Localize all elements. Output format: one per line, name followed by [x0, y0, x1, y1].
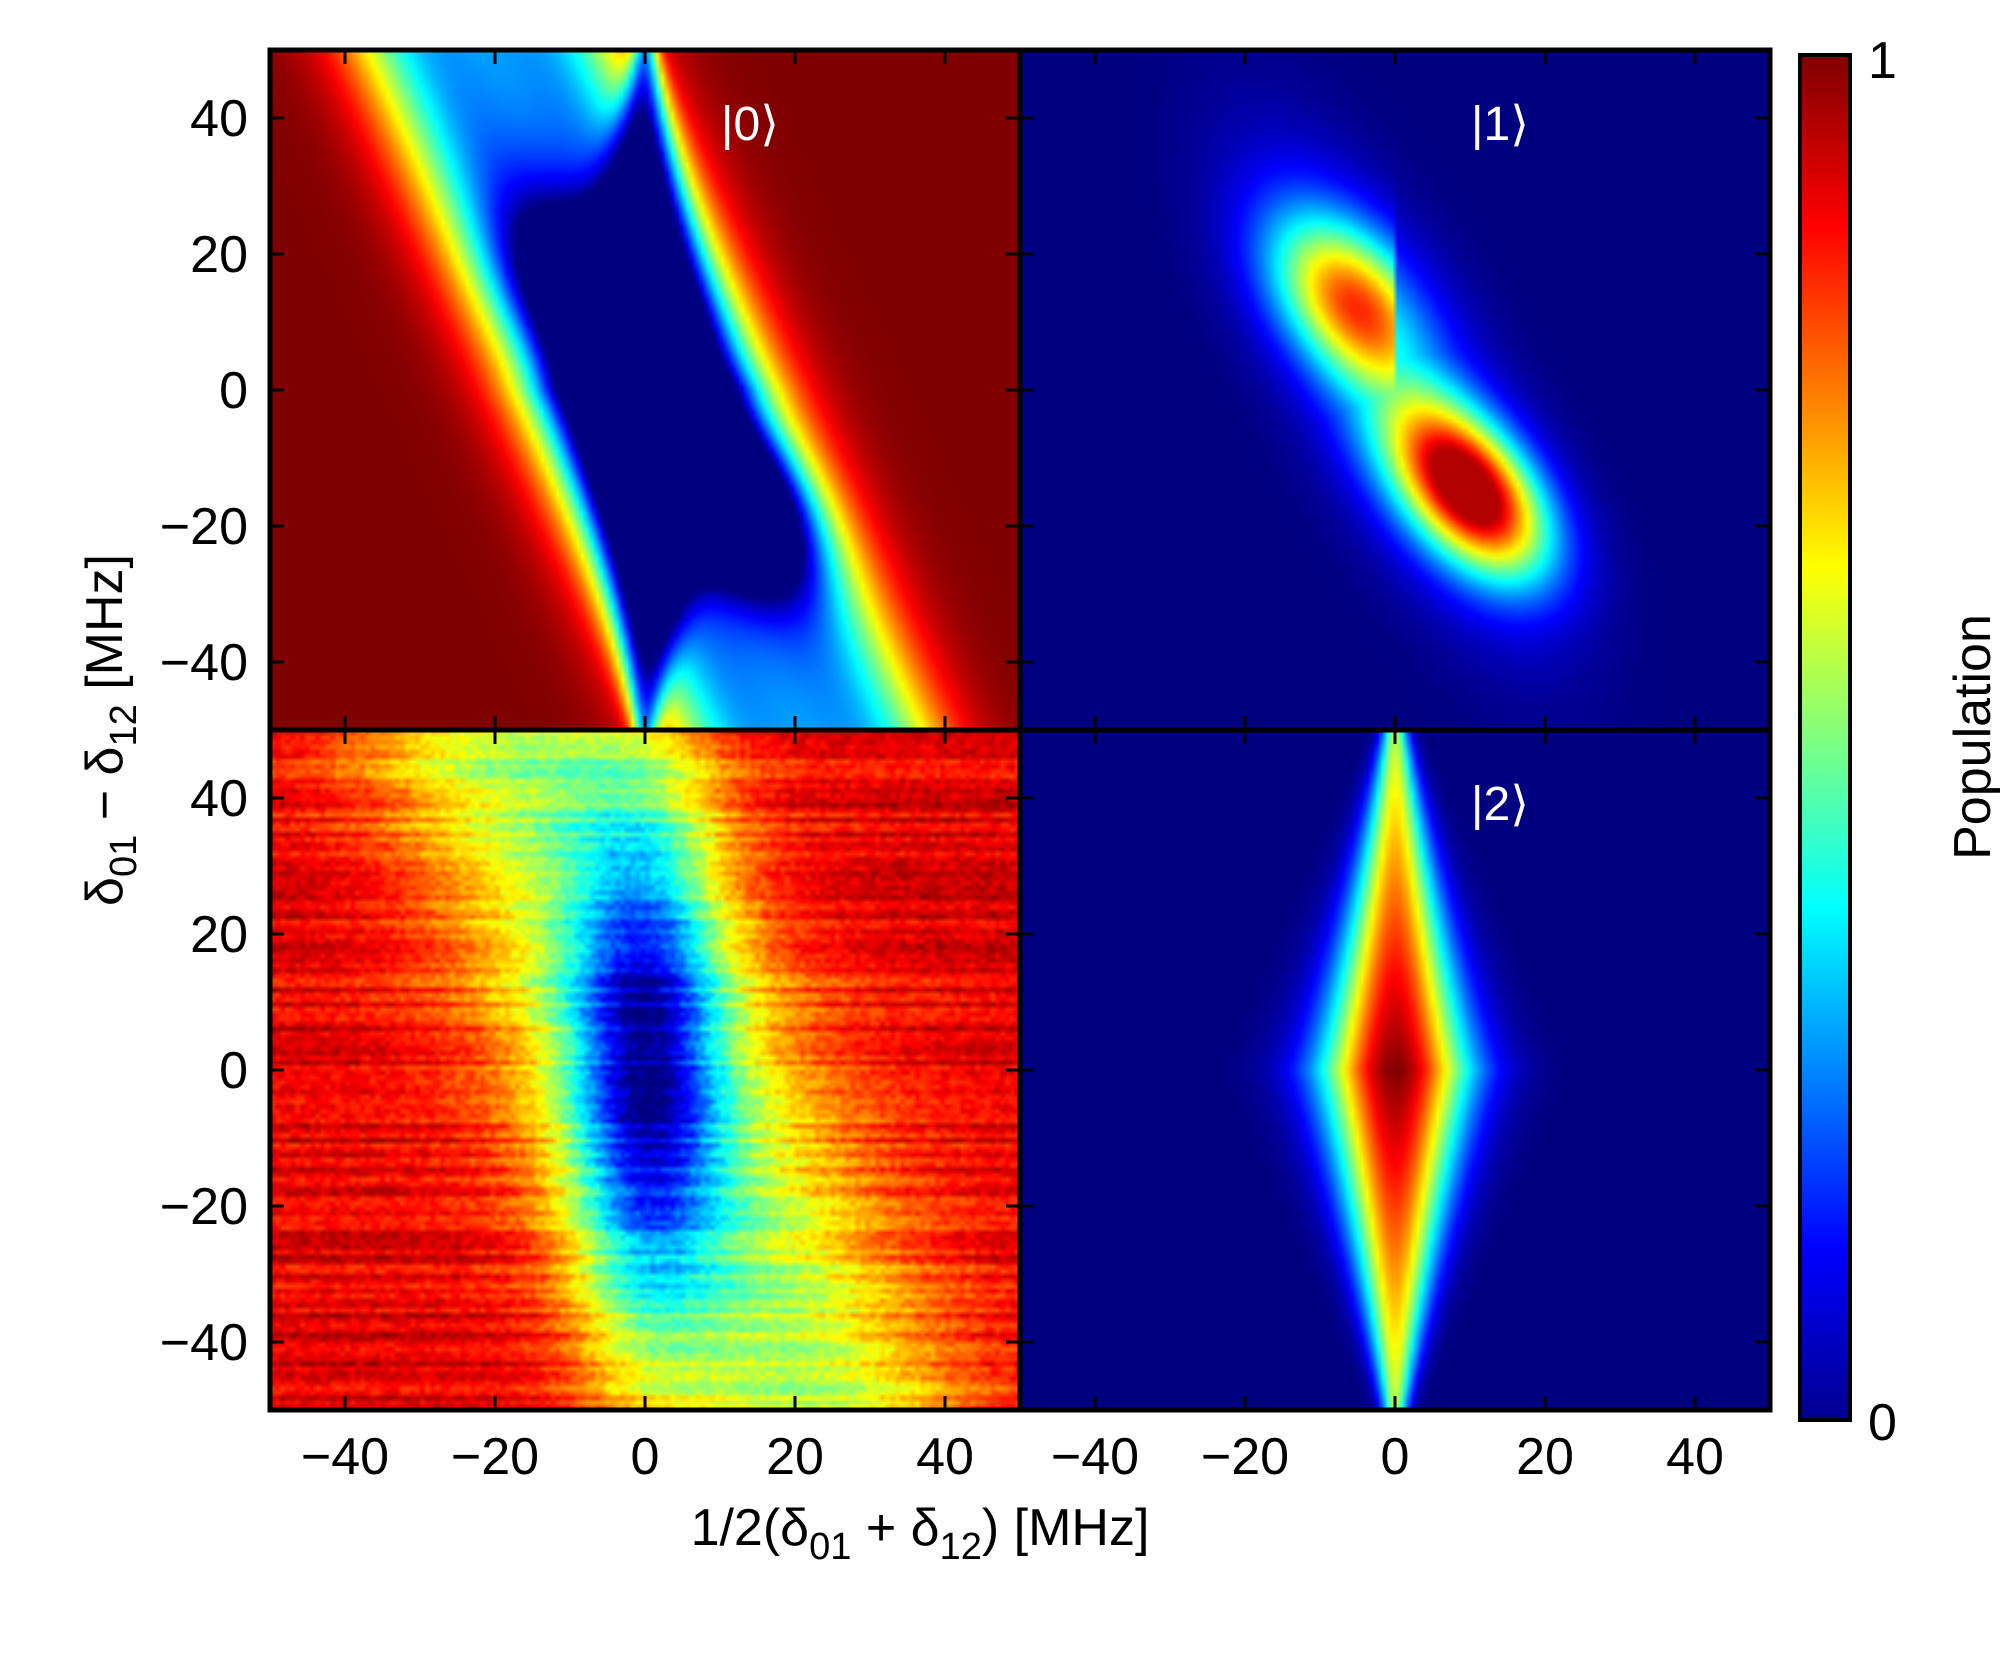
y-tick-label: 20 [190, 906, 248, 964]
x-tick-label: −20 [451, 1428, 539, 1486]
y-tick-label: 20 [190, 226, 248, 284]
panel-0-measured-heatmap [270, 730, 1020, 1410]
x-tick-label: 20 [1516, 1428, 1574, 1486]
panel-1-heatmap [1020, 50, 1770, 730]
x-tick-label: −20 [1201, 1428, 1289, 1486]
panel-0-heatmap [270, 50, 1020, 730]
x-axis-label: 1/2(δ01 + δ12) [MHz] [691, 1499, 1150, 1568]
y-tick-label: 40 [190, 770, 248, 828]
y-tick-label: 0 [219, 1042, 248, 1100]
y-tick-label: −20 [160, 498, 248, 556]
y-tick-label: 0 [219, 362, 248, 420]
colorbar-title: Population [1944, 614, 2000, 860]
y-tick-label: −40 [160, 634, 248, 692]
x-tick-label: −40 [1051, 1428, 1139, 1486]
y-axis-label: δ01 − δ12 [MHz] [76, 554, 145, 906]
colorbar-gradient [1798, 53, 1852, 1422]
colorbar-max-label: 1 [1868, 32, 1897, 90]
y-tick-label: 40 [190, 90, 248, 148]
y-tick-label: −40 [160, 1314, 248, 1372]
colorbar-min-label: 0 [1868, 1394, 1897, 1452]
heatmap-panels [270, 50, 1770, 1410]
state-label-p0: |0⟩ [721, 98, 779, 151]
colorbar: 1 0 Population [1798, 32, 2000, 1452]
state-label-p2: |2⟩ [1471, 778, 1529, 831]
x-tick-label: −40 [301, 1428, 389, 1486]
panel-frames [267, 47, 1773, 1413]
y-tick-label: −20 [160, 1178, 248, 1236]
x-tick-label: 0 [631, 1428, 660, 1486]
x-tick-label: 0 [1381, 1428, 1410, 1486]
x-tick-label: 40 [1666, 1428, 1724, 1486]
state-label-p1: |1⟩ [1471, 98, 1529, 151]
state-labels: |0⟩ |1⟩ |2⟩ [721, 98, 1529, 831]
panel-2-heatmap [1020, 730, 1770, 1410]
x-tick-label: 40 [916, 1428, 974, 1486]
axis-ticks: −40 −20 0 20 40 −40 −20 0 20 40 −40 −20 0 20 40 −40 −20 0… [160, 50, 1770, 1486]
x-tick-label: 20 [766, 1428, 824, 1486]
